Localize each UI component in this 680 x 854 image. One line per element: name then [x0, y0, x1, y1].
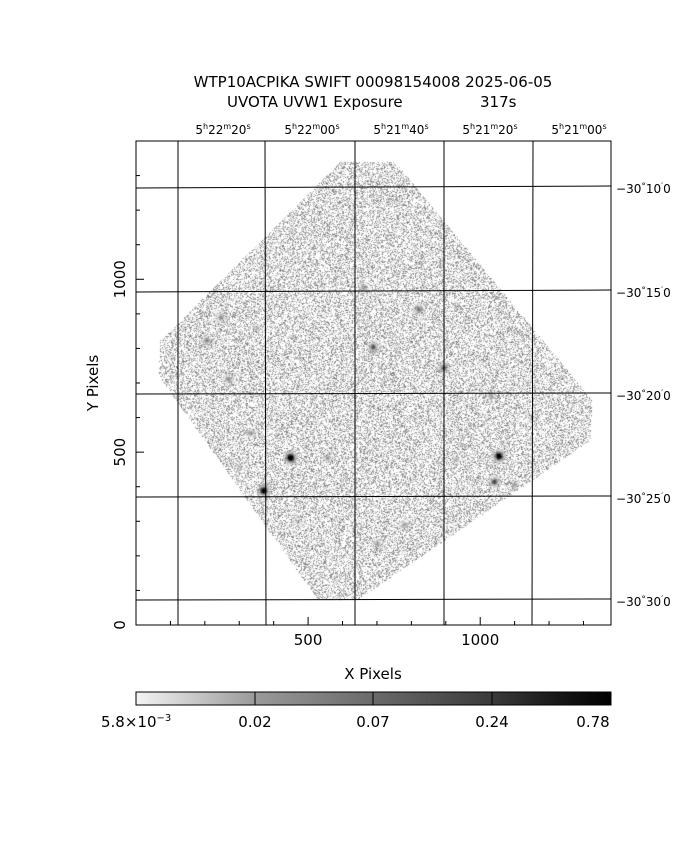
colorbar-label-2: 0.02: [238, 713, 271, 731]
ra-labels: 5h22m20s 5h22m00s 5h21m40s 5h21m20s 5h21m00s: [195, 122, 606, 137]
dec-grid-line: [135, 185, 612, 189]
dec-label: −30°10′0: [616, 182, 671, 196]
colorbar-ticks: [254, 692, 493, 705]
x-tick-label: 500: [294, 631, 323, 649]
title-line-2-filter: UVOTA UVW1 Exposure: [227, 93, 403, 111]
y-tick-label: 1000: [111, 260, 129, 298]
y-tick-labels: 0 500 1000: [111, 260, 129, 630]
dec-grid-line: [135, 289, 612, 293]
colorbar-label-3: 0.07: [356, 713, 389, 731]
x-axis-label: X Pixels: [344, 665, 402, 683]
ra-label: 5h22m00s: [284, 122, 339, 137]
ra-label: 5h21m40s: [373, 122, 428, 137]
ra-label: 5h21m00s: [551, 122, 606, 137]
sky-image: [136, 141, 611, 625]
ra-label: 5h21m20s: [462, 122, 517, 137]
x-tick-labels: 500 1000: [294, 631, 500, 649]
y-tick-label: 0: [111, 620, 129, 630]
ra-grid-line: [264, 140, 267, 626]
dec-grid-line: [135, 495, 612, 498]
title-line-2-exposure: 317s: [480, 93, 517, 111]
y-axis-label: Y Pixels: [84, 355, 102, 413]
colorbar-label-4: 0.24: [475, 713, 508, 731]
pixel-ticks: [136, 175, 584, 625]
sky-image-canvas: [136, 141, 611, 625]
dec-label: −30°30′0: [616, 595, 671, 609]
dec-label: −30°15′0: [616, 286, 671, 300]
dec-grid-line: [135, 392, 612, 395]
colorbar-label-max: 0.78: [576, 713, 609, 731]
ra-label: 5h22m20s: [195, 122, 250, 137]
dec-labels: −30°10′0 −30°15′0 −30°20′0 −30°25′0 −30°30′0: [616, 182, 671, 609]
dec-label: −30°20′0: [616, 389, 671, 403]
title-line-1: WTP10ACPIKA SWIFT 00098154008 2025-06-05: [194, 73, 553, 91]
y-tick-label: 500: [111, 438, 129, 467]
colorbar-label-min: 5.8×10−3: [101, 713, 171, 731]
dec-label: −30°25′0: [616, 492, 671, 506]
dec-grid-line: [135, 598, 612, 601]
ra-grid-line: [531, 140, 534, 626]
wcs-grid: [135, 140, 612, 626]
x-tick-label: 1000: [461, 631, 499, 649]
